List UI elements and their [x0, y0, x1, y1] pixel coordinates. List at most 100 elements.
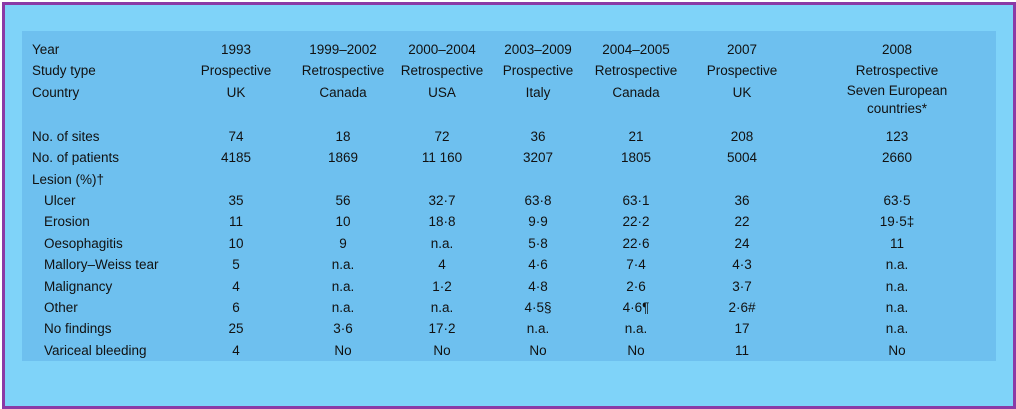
table-row: Erosion 11 10 18·8 9·9 22·2 22 19·5‡	[22, 211, 996, 232]
row-label: No. of sites	[32, 128, 100, 144]
table-cell	[686, 169, 798, 190]
table-cell: 10	[335, 214, 351, 230]
table-cell: 11	[734, 342, 749, 358]
table-cell: 3·7	[732, 278, 752, 294]
table-cell: 56	[335, 193, 351, 209]
country-line: countries*	[866, 100, 928, 116]
table-cell: 32·7	[428, 193, 456, 209]
year-cell: 2004–2005	[602, 42, 670, 57]
study-type-cell: Retrospective	[400, 63, 484, 79]
table-cell: n.a.	[885, 321, 909, 337]
table-cell: 4·3	[732, 257, 752, 273]
row-label: Ulcer	[44, 193, 76, 209]
table-cell: 72	[434, 128, 450, 144]
table-cell: 18·8	[428, 214, 456, 230]
table-row: Ulcer 35 56 32·7 63·8 63·1 36 63·5	[22, 190, 996, 211]
table-cell: n.a.	[430, 300, 454, 316]
table-cell	[292, 169, 394, 190]
country-line: Seven European	[846, 82, 948, 98]
table-cell	[798, 169, 996, 190]
year-cell: 2003–2009	[504, 42, 572, 57]
table-cell: 17	[734, 321, 750, 337]
row-label: Lesion (%)†	[32, 171, 105, 187]
table-cell: 4·6	[528, 257, 548, 273]
row-label: Other	[44, 300, 78, 316]
table-cell: 1·2	[432, 278, 452, 294]
table-cell: n.a.	[430, 235, 454, 251]
table-cell: No	[334, 342, 352, 358]
table-cell: 63·8	[524, 193, 552, 209]
table-cell: 1805	[620, 150, 652, 166]
row-label: Variceal bleeding	[44, 342, 147, 358]
table-cell: 208	[730, 128, 754, 144]
table-cell: 36	[734, 193, 750, 209]
table-cell: 123	[885, 128, 909, 144]
row-label: No. of patients	[32, 150, 120, 166]
study-type-row: Study type Prospective Retrospective Ret…	[22, 60, 996, 81]
table-cell: n.a.	[885, 300, 909, 316]
row-label: No findings	[44, 321, 112, 337]
row-label: Mallory–Weiss tear	[44, 257, 159, 273]
country-cell: UK	[226, 84, 246, 100]
table-cell: 36	[530, 128, 546, 144]
year-cell: 2000–2004	[408, 42, 476, 57]
table-cell: 11	[228, 214, 243, 230]
table-cell: 11 160	[421, 150, 463, 166]
table-cell	[586, 169, 686, 190]
country-row: Country UK Canada USA Italy Canada UK Se…	[22, 82, 996, 118]
table-cell: n.a.	[526, 321, 550, 337]
table-cell: No	[433, 342, 451, 358]
table-cell: 6	[232, 300, 240, 316]
table-row: Oesophagitis 10 9 n.a. 5·8 22·6 24 11	[22, 233, 996, 254]
table-cell: 4·5§	[524, 300, 552, 316]
table-cell: 19·5‡	[879, 214, 915, 230]
table-row: No findings 25 3·6 17·2 n.a. n.a. 17 n.a.	[22, 318, 996, 339]
table-cell: 4	[232, 278, 240, 294]
table-cell: 63·5	[883, 193, 911, 209]
table-cell: 2·6#	[728, 300, 756, 316]
year-cell: 2008	[881, 42, 913, 57]
table-cell: 3207	[522, 150, 554, 166]
study-type-label: Study type	[32, 63, 96, 79]
year-cell: 2007	[726, 42, 758, 57]
row-label: Malignancy	[44, 278, 113, 294]
table-cell	[490, 169, 586, 190]
table-cell: 63·1	[622, 193, 650, 209]
study-type-cell: Prospective	[502, 63, 574, 79]
row-label: Erosion	[44, 214, 90, 230]
year-label: Year	[32, 42, 60, 57]
row-label: Oesophagitis	[44, 235, 123, 251]
table-cell: n.a.	[331, 257, 355, 273]
table-cell: 5·8	[528, 235, 548, 251]
table-cell: No	[529, 342, 547, 358]
table-cell: 24	[734, 235, 750, 251]
table-cell: 3·6	[333, 321, 353, 337]
table-cell: 4·6¶	[622, 300, 650, 316]
table-cell: 2·6	[626, 278, 646, 294]
country-cell: Canada	[612, 84, 660, 100]
table-cell: n.a.	[885, 278, 909, 294]
country-cell: UK	[732, 84, 752, 100]
table-cell: 22	[734, 214, 750, 230]
table-cell: 4	[232, 342, 240, 358]
table-cell: n.a.	[331, 278, 355, 294]
table-cell: 5004	[726, 150, 758, 166]
table-cell: 10	[228, 235, 244, 251]
table-cell: 35	[228, 193, 244, 209]
table-cell: 4185	[220, 150, 252, 166]
table-cell: No	[888, 342, 906, 358]
table-cell	[180, 169, 292, 190]
country-cell: Canada	[319, 84, 367, 100]
table-panel: Year 1993 1999–2002 2000–2004 2003–2009 …	[22, 31, 996, 361]
table-row: No. of sites 74 18 72 36 21 208 123	[22, 118, 996, 147]
year-cell: 1999–2002	[309, 42, 377, 57]
country-cell: Seven European countries*	[798, 82, 996, 118]
country-label: Country	[32, 84, 80, 100]
table-cell	[394, 169, 490, 190]
study-type-cell: Retrospective	[855, 63, 939, 79]
table-cell: 11	[889, 235, 904, 251]
year-row: Year 1993 1999–2002 2000–2004 2003–2009 …	[22, 39, 996, 60]
table-cell: 18	[335, 128, 351, 144]
table-cell: 22·6	[622, 235, 650, 251]
